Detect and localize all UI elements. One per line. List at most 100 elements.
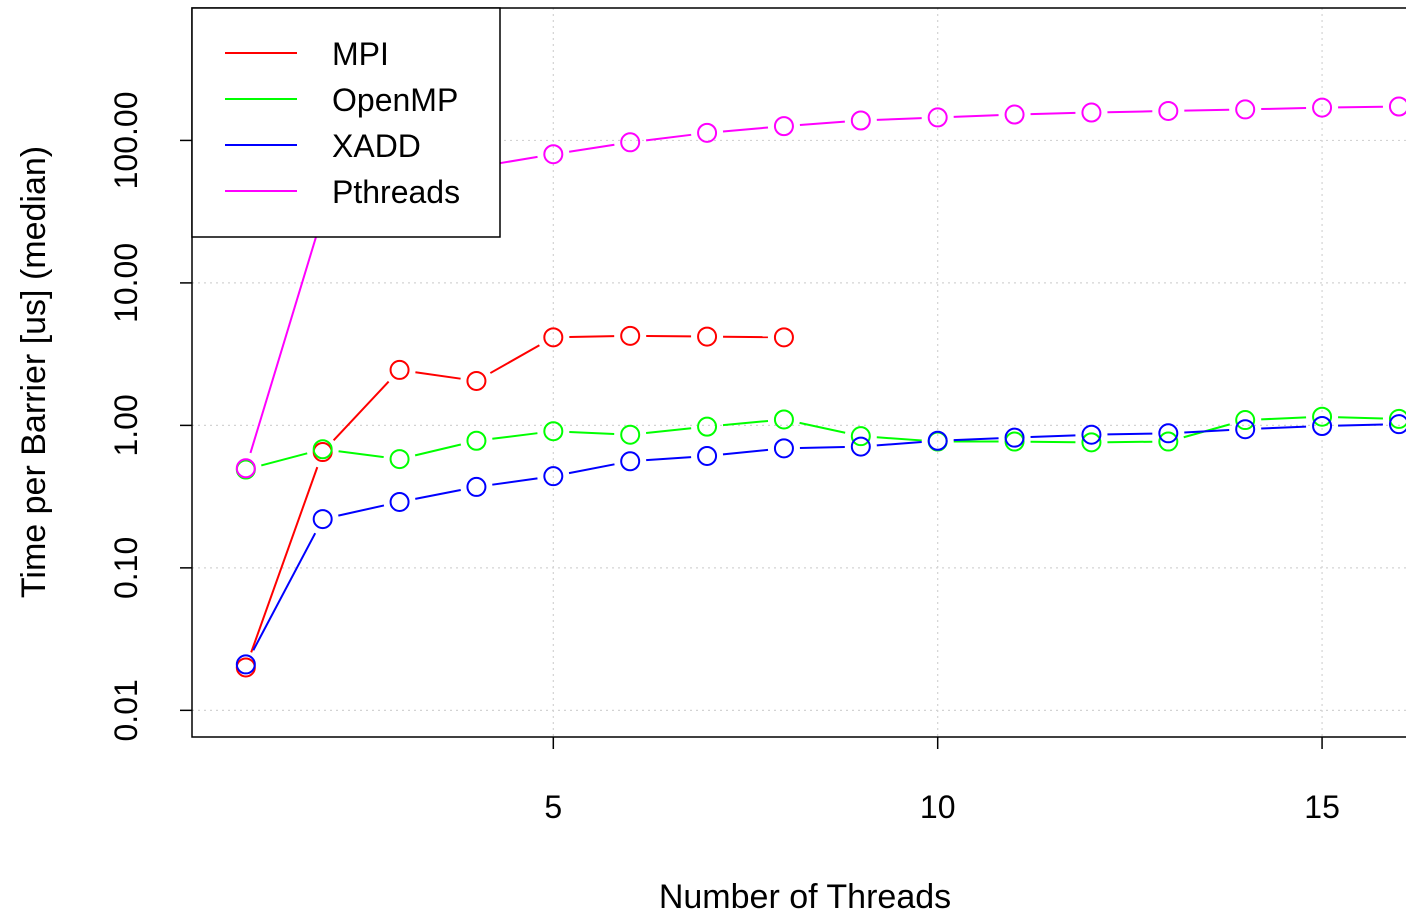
series-segment: [876, 436, 922, 442]
data-point: [389, 491, 410, 512]
series-segment: [799, 445, 845, 449]
series-segment: [722, 448, 769, 456]
data-point: [543, 421, 564, 442]
data-point: [620, 424, 641, 445]
series-segment: [645, 427, 692, 435]
series-xadd: [235, 414, 1406, 675]
data-point: [1081, 424, 1102, 445]
legend-item-xadd: XADD: [225, 128, 421, 164]
data-point: [1004, 427, 1025, 448]
data-point: [235, 654, 256, 675]
legend-label: OpenMP: [332, 82, 458, 118]
x-tick-label: 5: [544, 789, 562, 825]
series-segment: [1338, 423, 1383, 427]
data-point: [466, 370, 487, 391]
series-segment: [1338, 105, 1383, 109]
series-segment: [1030, 111, 1076, 116]
data-point: [850, 436, 871, 457]
series-segment: [338, 504, 385, 517]
data-point: [697, 326, 718, 347]
data-point: [1158, 100, 1179, 121]
series-segment: [722, 126, 769, 133]
series-segment: [338, 450, 384, 459]
y-tick-label: 0.01: [108, 679, 144, 741]
series-segment: [489, 344, 540, 374]
data-point: [620, 132, 641, 153]
legend-item-pthreads: Pthreads: [225, 174, 460, 210]
legend-box: [191, 7, 501, 238]
series-segment: [569, 335, 615, 339]
data-point: [1158, 431, 1179, 452]
series-segment: [250, 466, 319, 653]
data-point: [773, 116, 794, 137]
data-point: [466, 430, 487, 451]
series-segment: [1261, 425, 1307, 430]
data-point: [389, 449, 410, 470]
series-segment: [492, 432, 538, 440]
series-segment: [1107, 432, 1153, 436]
data-point: [543, 466, 564, 487]
data-point: [620, 451, 641, 472]
series-segment: [415, 489, 461, 500]
data-point: [697, 445, 718, 466]
data-point: [1388, 96, 1406, 117]
series-segment: [249, 229, 319, 454]
series-segment: [1184, 429, 1230, 434]
y-tick-label: 10.00: [108, 243, 144, 323]
series-segment: [953, 114, 999, 118]
legend-label: MPI: [332, 36, 389, 72]
series-segment: [799, 120, 845, 126]
data-point: [620, 325, 641, 346]
data-point: [1312, 416, 1333, 437]
data-point: [1312, 97, 1333, 118]
series-segment: [261, 452, 308, 467]
series-segment: [953, 437, 999, 442]
data-point: [466, 476, 487, 497]
data-point: [235, 458, 256, 479]
series-openmp: [235, 406, 1406, 480]
y-tick-label: 1.00: [108, 394, 144, 456]
data-point: [312, 439, 333, 460]
x-tick-label: 10: [920, 789, 956, 825]
series-segment: [414, 443, 462, 457]
data-point: [1235, 410, 1256, 431]
series-segment: [876, 117, 922, 121]
data-point: [543, 327, 564, 348]
data-point: [1312, 406, 1333, 427]
data-point: [1388, 408, 1406, 429]
series-segment: [252, 532, 317, 651]
series-segment: [569, 430, 615, 435]
y-tick-label: 100.00: [108, 91, 144, 189]
series-segment: [568, 463, 615, 475]
series-segment: [799, 421, 846, 434]
y-axis: 0.01 0.10 1.00 10.00 100.00: [108, 91, 192, 741]
data-point: [543, 144, 564, 165]
y-tick-label: 0.10: [108, 537, 144, 599]
plot-frame: [191, 7, 1406, 738]
series-segment: [645, 133, 692, 142]
series-segment: [568, 143, 615, 153]
data-point: [697, 416, 718, 437]
series-segment: [1261, 106, 1307, 111]
x-axis-label: Number of Threads: [659, 878, 951, 916]
series-segment: [1338, 416, 1383, 420]
data-point: [773, 409, 794, 430]
series-layer: [235, 96, 1406, 678]
series-segment: [332, 380, 390, 442]
data-point: [1158, 423, 1179, 444]
data-point: [773, 438, 794, 459]
series-segment: [876, 440, 922, 447]
series-segment: [646, 456, 692, 462]
series-segment: [722, 419, 769, 427]
series-segment: [492, 477, 538, 486]
data-point: [773, 327, 794, 348]
series-segment: [1184, 108, 1230, 112]
legend-item-openmp: OpenMP: [225, 82, 458, 118]
series-segment: [1107, 110, 1153, 114]
legend-label: XADD: [332, 128, 421, 164]
y-axis-label: Time per Barrier [us] (median): [15, 146, 53, 598]
data-point: [697, 122, 718, 143]
data-point: [1235, 99, 1256, 120]
data-point: [1004, 104, 1025, 125]
